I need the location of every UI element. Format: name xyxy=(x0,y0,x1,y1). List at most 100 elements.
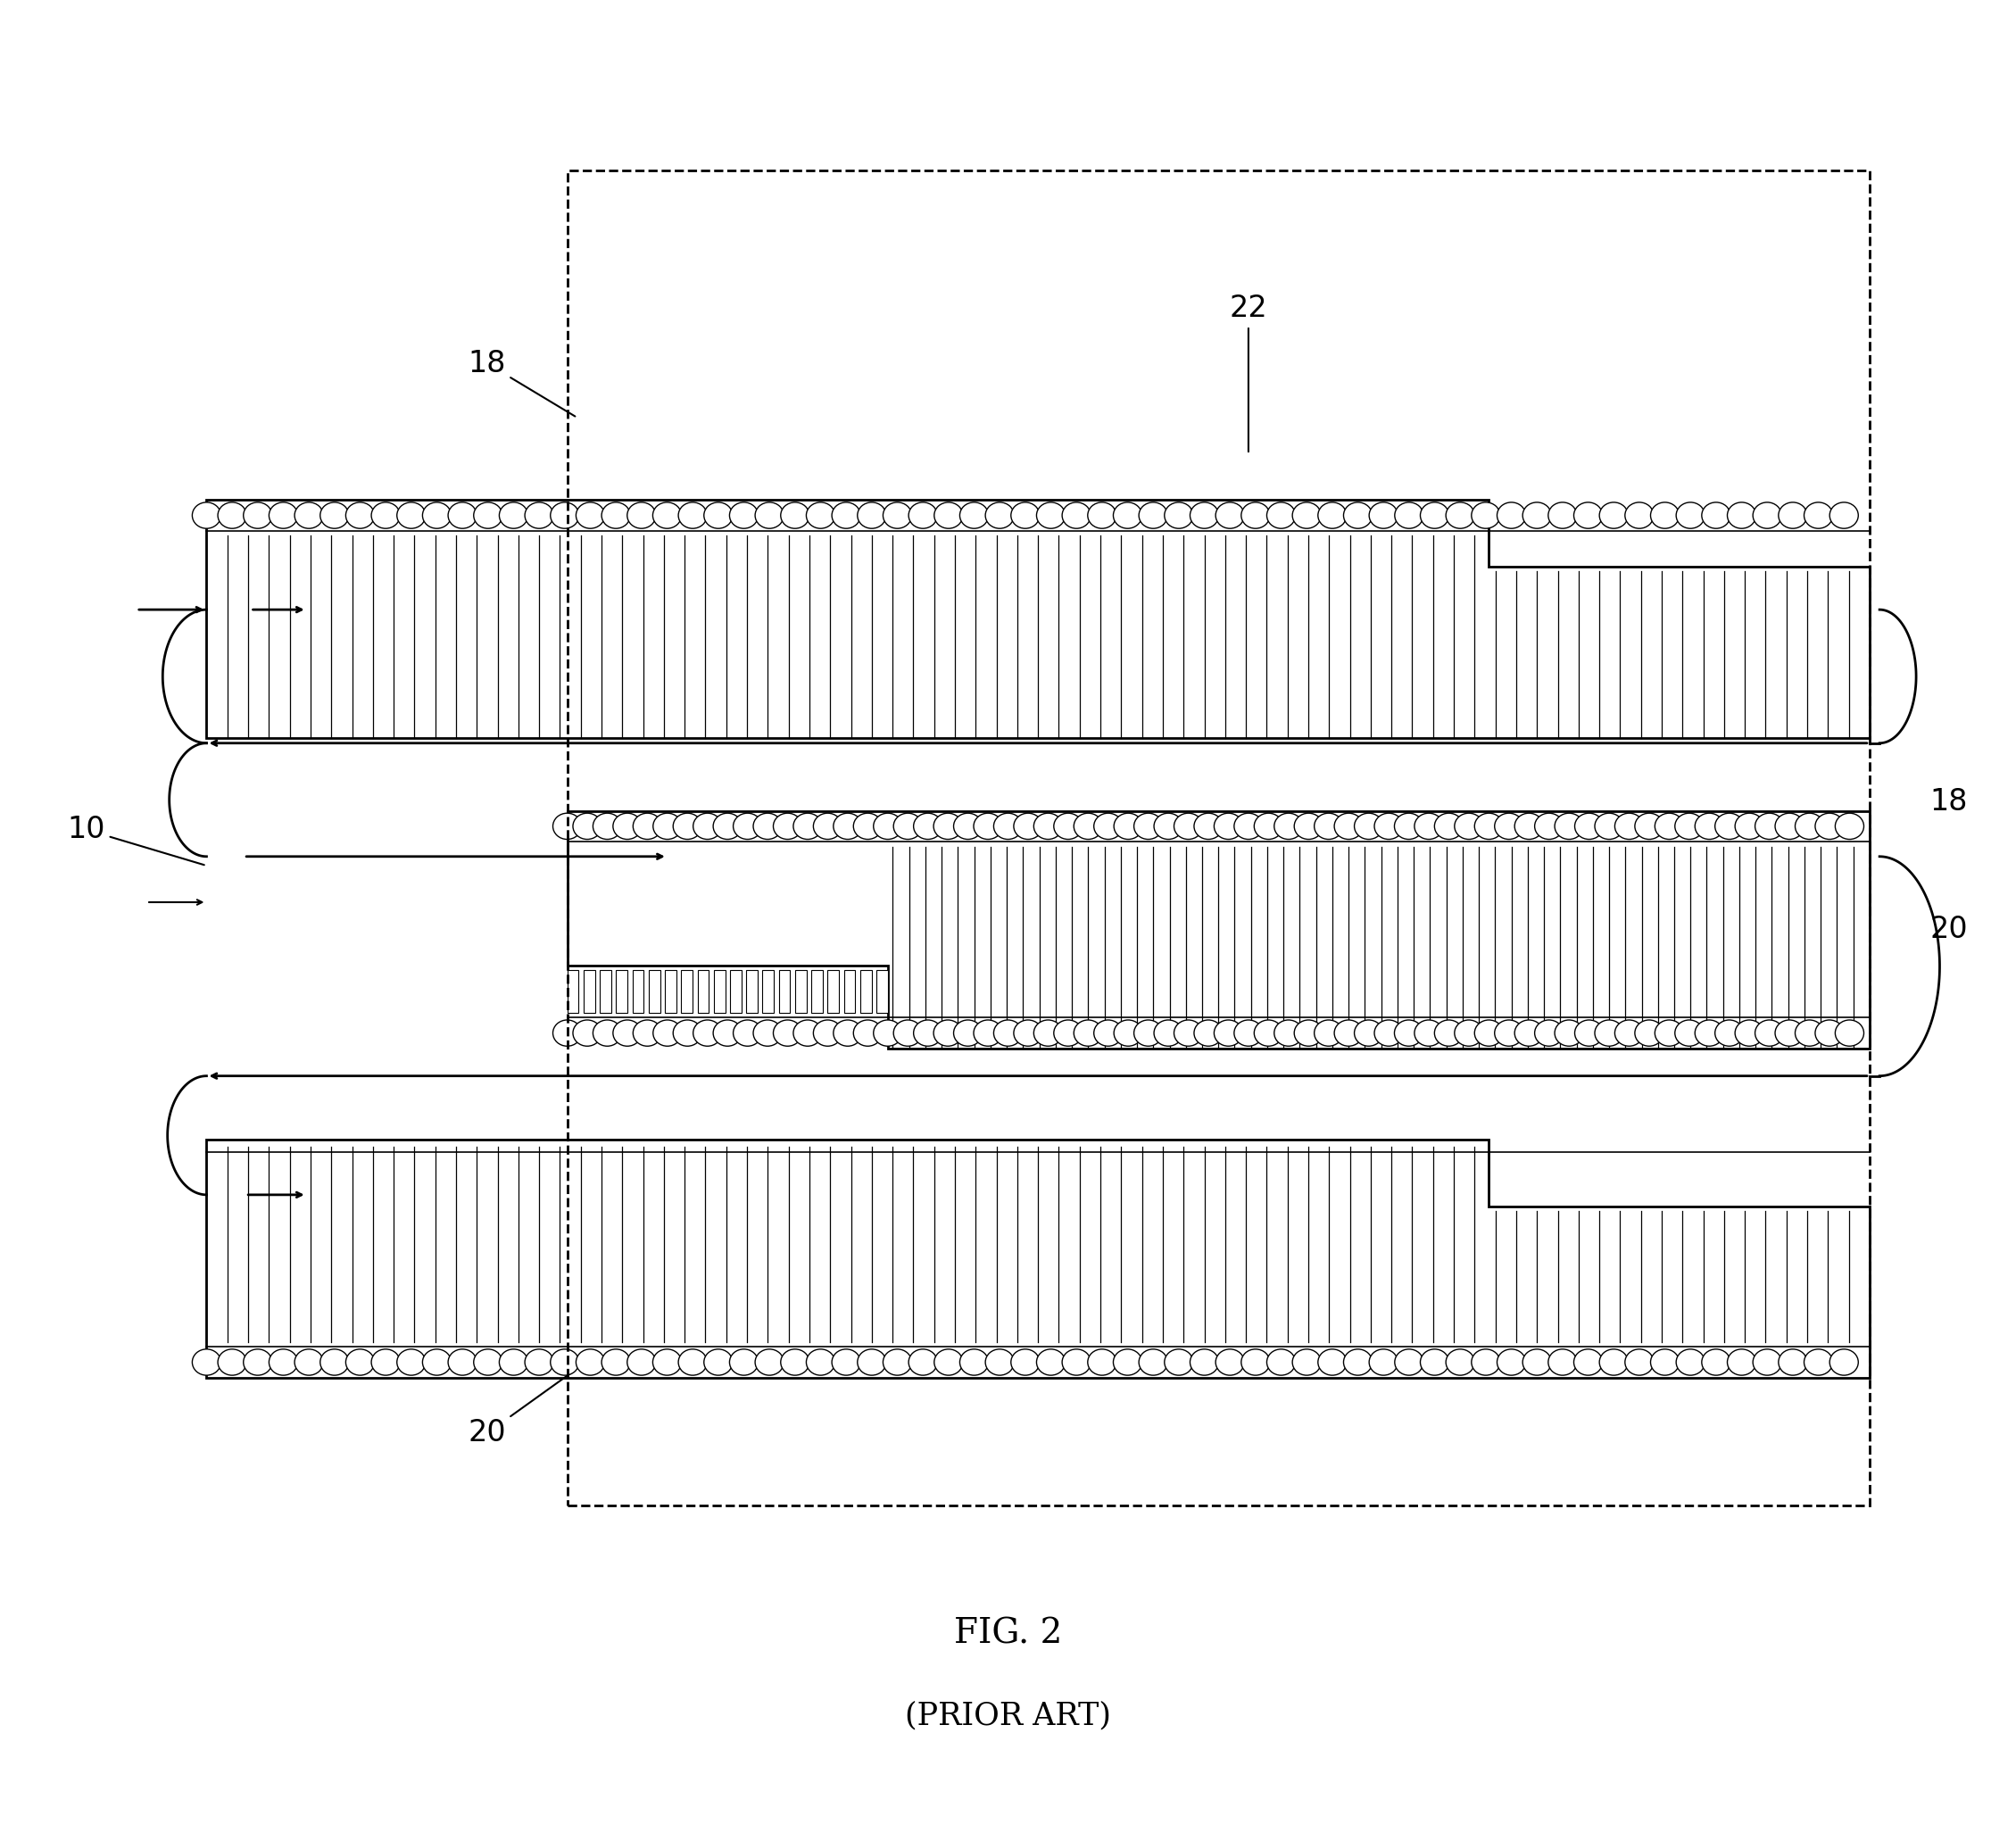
Circle shape xyxy=(653,1349,681,1375)
Circle shape xyxy=(1522,1349,1550,1375)
Circle shape xyxy=(1635,1020,1663,1046)
Circle shape xyxy=(1421,1349,1450,1375)
Circle shape xyxy=(321,503,349,528)
Circle shape xyxy=(1595,814,1623,839)
Circle shape xyxy=(423,503,452,528)
Text: (PRIOR ART): (PRIOR ART) xyxy=(905,1701,1111,1731)
Circle shape xyxy=(633,814,661,839)
Circle shape xyxy=(1355,1020,1383,1046)
Circle shape xyxy=(1214,814,1242,839)
Circle shape xyxy=(653,1020,681,1046)
Circle shape xyxy=(1165,1349,1193,1375)
Circle shape xyxy=(1294,1020,1322,1046)
Circle shape xyxy=(933,1020,962,1046)
Circle shape xyxy=(1189,1349,1220,1375)
Circle shape xyxy=(1804,503,1833,528)
Circle shape xyxy=(1595,1020,1623,1046)
Circle shape xyxy=(1254,814,1282,839)
Circle shape xyxy=(1113,1349,1141,1375)
Bar xyxy=(665,970,675,1013)
Bar xyxy=(877,970,887,1013)
Circle shape xyxy=(1498,503,1526,528)
Circle shape xyxy=(1625,1349,1653,1375)
Circle shape xyxy=(1010,503,1040,528)
Circle shape xyxy=(1395,1020,1423,1046)
Circle shape xyxy=(1804,1349,1833,1375)
Circle shape xyxy=(1514,1020,1544,1046)
Bar xyxy=(861,970,871,1013)
Circle shape xyxy=(474,503,502,528)
Circle shape xyxy=(593,814,621,839)
Circle shape xyxy=(1774,1020,1804,1046)
Circle shape xyxy=(1115,1020,1143,1046)
Circle shape xyxy=(893,814,921,839)
Circle shape xyxy=(774,1020,802,1046)
Circle shape xyxy=(1335,814,1363,839)
Bar xyxy=(778,970,790,1013)
Circle shape xyxy=(734,814,762,839)
Circle shape xyxy=(653,503,681,528)
Circle shape xyxy=(1242,1349,1270,1375)
Circle shape xyxy=(1054,814,1083,839)
Circle shape xyxy=(1445,503,1474,528)
Circle shape xyxy=(1474,1020,1504,1046)
Circle shape xyxy=(730,1349,758,1375)
Circle shape xyxy=(1651,503,1679,528)
Circle shape xyxy=(1318,1349,1347,1375)
Bar xyxy=(794,970,806,1013)
Circle shape xyxy=(1075,1020,1103,1046)
Circle shape xyxy=(1635,814,1663,839)
Circle shape xyxy=(1814,1020,1845,1046)
Circle shape xyxy=(1214,1020,1242,1046)
Circle shape xyxy=(1062,1349,1091,1375)
Circle shape xyxy=(714,1020,742,1046)
Circle shape xyxy=(974,814,1002,839)
Polygon shape xyxy=(566,810,1869,1049)
Circle shape xyxy=(730,503,758,528)
Circle shape xyxy=(1445,1349,1474,1375)
Circle shape xyxy=(694,814,722,839)
Circle shape xyxy=(1574,1349,1603,1375)
Circle shape xyxy=(1292,1349,1320,1375)
Circle shape xyxy=(345,1349,375,1375)
Circle shape xyxy=(974,1020,1002,1046)
Circle shape xyxy=(1095,814,1123,839)
Circle shape xyxy=(1756,814,1784,839)
Circle shape xyxy=(754,1020,782,1046)
Circle shape xyxy=(1794,814,1824,839)
Text: 22: 22 xyxy=(1230,295,1268,451)
Polygon shape xyxy=(206,501,1869,738)
Circle shape xyxy=(960,1349,988,1375)
Circle shape xyxy=(1794,1020,1824,1046)
Circle shape xyxy=(1655,814,1683,839)
Circle shape xyxy=(1266,503,1296,528)
Circle shape xyxy=(1089,1349,1117,1375)
Circle shape xyxy=(1139,1349,1167,1375)
Bar xyxy=(583,970,595,1013)
Polygon shape xyxy=(206,1140,1869,1377)
Circle shape xyxy=(1242,503,1270,528)
Circle shape xyxy=(1165,503,1193,528)
Circle shape xyxy=(677,503,708,528)
Circle shape xyxy=(704,1349,732,1375)
Circle shape xyxy=(1494,814,1524,839)
Circle shape xyxy=(1716,1020,1744,1046)
Circle shape xyxy=(1778,1349,1806,1375)
Circle shape xyxy=(1615,1020,1643,1046)
Circle shape xyxy=(1292,503,1320,528)
Circle shape xyxy=(1036,503,1064,528)
Circle shape xyxy=(1089,503,1117,528)
Circle shape xyxy=(1034,814,1062,839)
Circle shape xyxy=(1133,814,1163,839)
Circle shape xyxy=(474,1349,502,1375)
Circle shape xyxy=(1675,814,1704,839)
Circle shape xyxy=(1695,814,1724,839)
Circle shape xyxy=(1554,1020,1583,1046)
Circle shape xyxy=(1655,1020,1683,1046)
Circle shape xyxy=(1193,1020,1222,1046)
Bar xyxy=(762,970,774,1013)
Circle shape xyxy=(573,814,601,839)
Circle shape xyxy=(192,503,222,528)
Circle shape xyxy=(1139,503,1167,528)
Circle shape xyxy=(853,814,883,839)
